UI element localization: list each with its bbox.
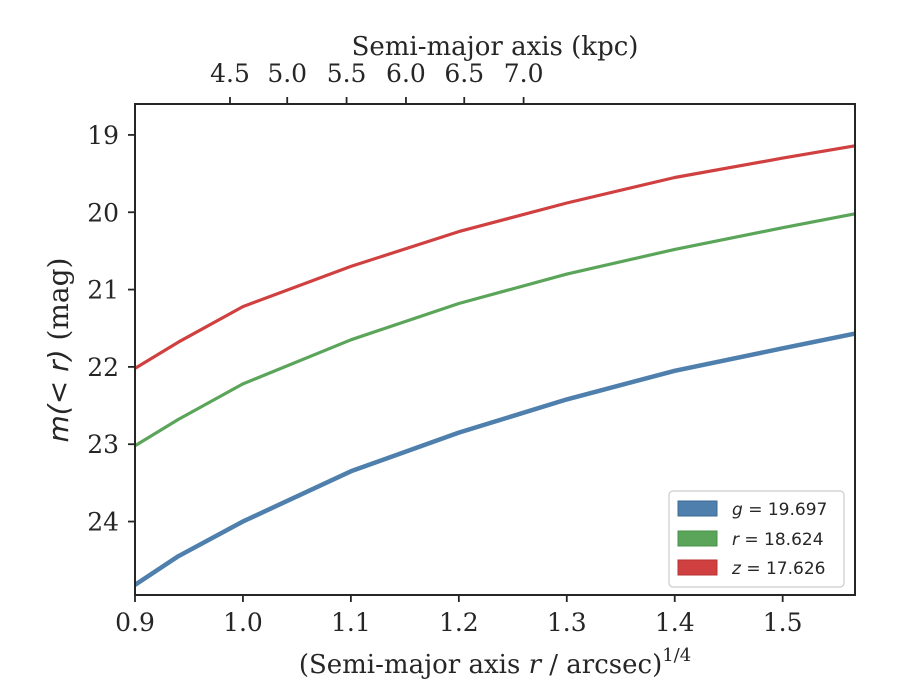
y-axis-label: m(< r) (mag) [42,258,75,443]
legend-swatch-g [677,500,718,517]
x-axis-label: (Semi-major axis r / arcsec)1/4 [299,645,691,680]
y-tick-label-23: 23 [87,430,119,459]
legend: g = 19.697 r = 18.624 z = 17.626 [668,490,845,588]
x-axis-label-exponent: 1/4 [662,645,691,666]
x-tick-label-1.2: 1.2 [439,608,479,637]
y-tick-label-24: 24 [87,508,119,537]
legend-entry-g-var: g [732,500,743,520]
y-tick-label-21: 21 [87,276,119,305]
x-tick-label-1.5: 1.5 [763,608,803,637]
x-axis-label-main: (Semi-major axis [299,650,529,680]
series-line-z [134,144,856,370]
x-tick-label-1.3: 1.3 [547,608,587,637]
x-tick-label-1.0: 1.0 [223,608,263,637]
y-tick-label-19: 19 [87,121,119,150]
series-line-r [134,212,856,448]
top-tick-label-6.5: 6.5 [444,59,484,88]
axes-frame [134,103,856,596]
legend-swatch-z [677,559,718,576]
y-axis-label-post: (mag) [42,258,75,350]
x-axis-label-var: r [529,650,543,680]
top-axis-label: Semi-major axis (kpc) [352,32,639,62]
legend-entry-g: g = 19.697 [732,500,827,520]
legend-entry-r-var: r [732,530,740,550]
legend-swatch-r [677,530,718,547]
top-tick-label-4.5: 4.5 [210,59,250,88]
top-tick-label-6.0: 6.0 [386,59,426,88]
y-tick-label-20: 20 [87,198,119,227]
x-tick-label-1.1: 1.1 [331,608,371,637]
x-tick-label-0.9: 0.9 [115,608,155,637]
top-tick-label-7.0: 7.0 [504,59,544,88]
legend-entry-g-val: = 19.697 [743,500,828,520]
y-tick-label-22: 22 [87,353,119,382]
plot-marks [133,144,856,587]
legend-entry-z-val: = 17.626 [741,559,826,579]
legend-entry-z: z = 17.626 [731,559,825,579]
y-axis-label-mid: (< r) [42,349,75,415]
legend-entry-z-var: z [731,559,742,579]
y-axis-label-pre: m [42,415,75,442]
legend-entry-r-val: = 18.624 [739,530,824,550]
x-axis-label-rest: / arcsec) [541,650,662,680]
series-line-g [133,331,856,587]
top-tick-label-5.0: 5.0 [267,59,307,88]
x-tick-label-1.4: 1.4 [655,608,695,637]
top-tick-label-5.5: 5.5 [327,59,367,88]
tick-group: 0.9 1.0 1.1 1.2 1.3 1.4 1.5 19 20 21 22 23 24 4.5 5.0 5… [87,59,802,637]
legend-entry-r: r = 18.624 [732,530,824,550]
